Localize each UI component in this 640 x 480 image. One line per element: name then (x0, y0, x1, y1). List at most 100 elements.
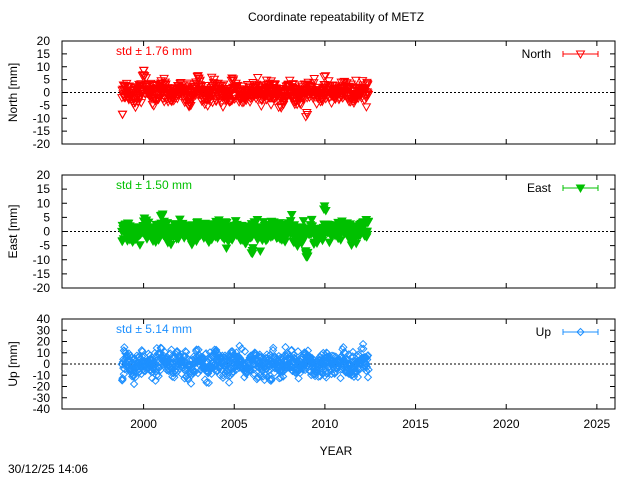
east-data-point (255, 247, 266, 256)
x-tick-label: 2000 (130, 417, 157, 431)
up-data-point (156, 365, 165, 375)
north-data-point (361, 103, 372, 112)
north-data-point (266, 101, 276, 110)
north-data-point (228, 77, 238, 86)
up-data-point (222, 361, 231, 370)
up-legend-label: Up (536, 325, 552, 339)
up-data-point (189, 367, 199, 376)
east-data-point (351, 239, 362, 249)
east-data-point (306, 215, 317, 225)
north-y-tick-label: -20 (33, 137, 51, 151)
x-tick-label: 2015 (402, 417, 429, 431)
up-data-point (118, 375, 127, 384)
north-y-tick-label: 0 (43, 86, 50, 100)
up-data-point (204, 378, 214, 388)
up-data-point (358, 339, 368, 349)
east-data-points (116, 202, 374, 262)
up-y-tick-label: 40 (37, 312, 51, 326)
up-data-point (253, 355, 263, 364)
up-data-point (224, 378, 234, 387)
north-data-point (323, 77, 334, 86)
east-data-point (363, 218, 374, 227)
x-tick-label: 2025 (584, 417, 611, 431)
north-y-tick-label: 5 (43, 73, 50, 87)
north-data-point (252, 74, 263, 83)
up-data-point (276, 373, 285, 382)
east-y-tick-label: 0 (43, 225, 50, 239)
north-data-point (175, 78, 186, 88)
north-data-point (218, 103, 228, 112)
up-data-point (240, 347, 250, 356)
east-data-point (166, 240, 176, 250)
north-data-point (350, 76, 361, 86)
up-y-axis-label: Up [mm] (6, 341, 20, 386)
up-data-point (363, 351, 373, 360)
east-y-tick-label: 20 (37, 168, 51, 182)
east-data-point (362, 230, 373, 240)
north-data-point (139, 67, 149, 76)
up-data-point (249, 369, 259, 378)
north-y-tick-label: -10 (33, 111, 51, 125)
up-data-point (359, 344, 368, 354)
east-data-point (286, 210, 297, 220)
up-data-point (263, 366, 273, 375)
north-data-point (195, 76, 205, 86)
east-y-tick-label: -5 (39, 239, 50, 253)
north-data-point (288, 80, 299, 89)
up-y-tick-label: -30 (33, 391, 51, 405)
east-data-point (143, 218, 154, 228)
east-data-point (324, 238, 335, 248)
east-data-point (221, 244, 232, 254)
x-tick-label: 2010 (312, 417, 339, 431)
east-data-point (135, 241, 145, 250)
east-data-point (320, 206, 331, 216)
up-data-point (172, 368, 181, 377)
up-data-point (363, 355, 372, 364)
x-tick-label: 2020 (493, 417, 520, 431)
north-data-point (185, 102, 196, 111)
up-data-points (117, 339, 373, 389)
up-data-point (193, 368, 203, 378)
up-data-point (119, 369, 129, 379)
up-data-point (171, 366, 180, 375)
up-data-point (201, 349, 211, 358)
east-y-tick-label: 10 (37, 196, 51, 210)
north-std-label: std ± 1.76 mm (116, 44, 192, 58)
timestamp: 30/12/25 14:06 (8, 462, 88, 476)
x-axis-label: YEAR (320, 444, 353, 458)
up-data-point (278, 372, 288, 381)
north-y-tick-label: -15 (33, 124, 51, 138)
north-data-point (308, 79, 319, 88)
north-y-tick-label: 15 (37, 47, 51, 61)
up-data-point (336, 373, 345, 383)
up-data-point (255, 350, 264, 359)
north-legend-marker (575, 50, 586, 60)
up-data-point (235, 341, 244, 351)
east-data-point (335, 236, 346, 245)
east-data-point (248, 244, 258, 253)
north-data-point (281, 93, 292, 102)
north-legend-label: North (522, 47, 551, 61)
up-std-label: std ± 5.14 mm (116, 322, 192, 336)
up-y-tick-label: 30 (37, 323, 51, 337)
up-data-point (167, 345, 176, 354)
x-tick-label: 2005 (221, 417, 248, 431)
up-data-point (364, 365, 373, 374)
north-data-point (317, 97, 328, 107)
up-data-point (363, 373, 373, 382)
east-y-tick-label: -10 (33, 253, 51, 267)
east-y-tick-label: -15 (33, 267, 51, 281)
x-axis-ticks: 2000 2005 2010 2015 2020 2025 (130, 417, 610, 431)
east-y-tick-label: -20 (33, 281, 51, 295)
east-std-label: std ± 1.50 mm (116, 178, 192, 192)
up-data-point (327, 369, 336, 379)
north-y-tick-label: 10 (37, 60, 51, 74)
up-y-tick-label: -20 (33, 380, 51, 394)
up-data-point (269, 343, 278, 353)
up-y-tick-label: 20 (37, 335, 51, 349)
north-data-point (296, 101, 307, 110)
north-y-tick-label: -5 (39, 98, 50, 112)
